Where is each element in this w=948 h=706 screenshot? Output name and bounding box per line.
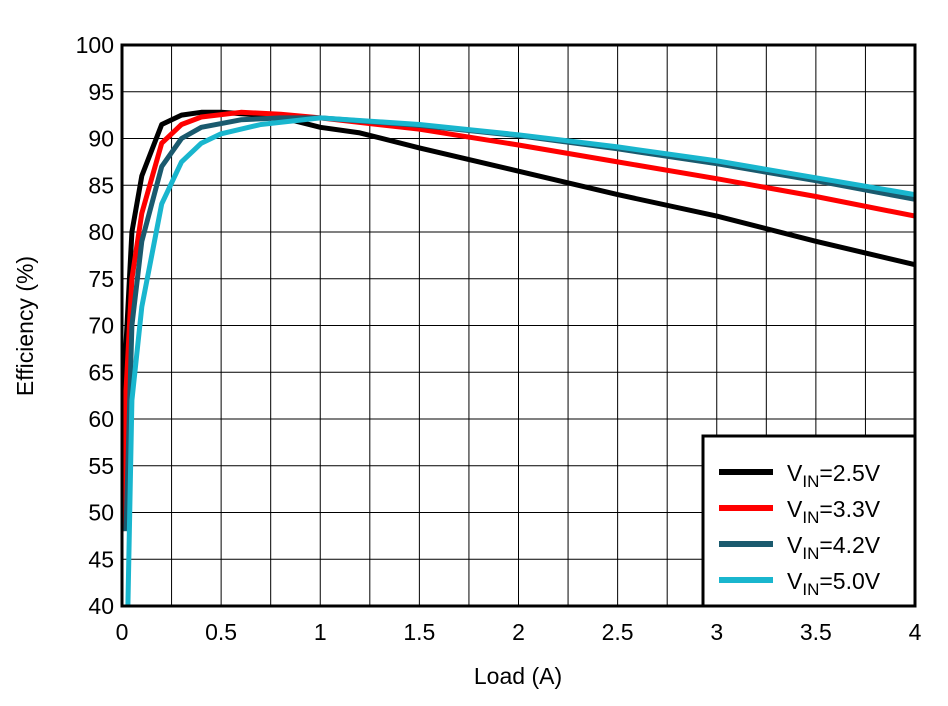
y-tick-label: 40: [88, 593, 114, 619]
x-tick-label: 1: [314, 619, 327, 645]
legend-label-sub: IN: [802, 580, 819, 599]
y-tick-label: 50: [88, 500, 114, 526]
x-tick-label: 3: [710, 619, 723, 645]
legend-label-sub: IN: [802, 544, 819, 563]
legend-label-part: V: [787, 460, 803, 486]
y-tick-label: 80: [88, 219, 114, 245]
series-line: [122, 109, 915, 532]
legend-label: VIN=2.5V: [787, 460, 881, 491]
legend-label-part: =5.0V: [819, 568, 880, 594]
x-tick-label: 3.5: [800, 619, 832, 645]
legend-label-part: =2.5V: [819, 460, 880, 486]
legend-label: VIN=5.0V: [787, 568, 881, 599]
y-tick-label: 90: [88, 126, 114, 152]
y-tick-label: 55: [88, 453, 114, 479]
legend-label-part: V: [787, 568, 803, 594]
x-tick-label: 2: [512, 619, 525, 645]
legend-label: VIN=4.2V: [787, 532, 881, 563]
y-tick-label: 60: [88, 406, 114, 432]
x-tick-label: 4: [909, 619, 922, 645]
y-tick-label: 75: [88, 266, 114, 292]
y-tick-label: 100: [76, 32, 114, 58]
y-axis-label: Efficiency (%): [12, 256, 38, 396]
x-tick-label: 1.5: [403, 619, 435, 645]
y-tick-label: 85: [88, 172, 114, 198]
legend-label-part: =4.2V: [819, 532, 880, 558]
x-axis-label: Load (A): [474, 663, 562, 689]
legend-label-part: V: [787, 496, 803, 522]
legend-label-part: V: [787, 532, 803, 558]
x-tick-label: 2.5: [602, 619, 634, 645]
legend-label-sub: IN: [802, 472, 819, 491]
legend-label-part: =3.3V: [819, 496, 880, 522]
plot-frame: [120, 43, 917, 608]
series-line: [125, 115, 915, 606]
y-tick-label: 70: [88, 313, 114, 339]
x-tick-label: 0.5: [205, 619, 237, 645]
x-tick-label: 0: [116, 619, 129, 645]
y-tick-label: 65: [88, 359, 114, 385]
y-tick-label: 95: [88, 79, 114, 105]
legend-label: VIN=3.3V: [787, 496, 881, 527]
legend-label-sub: IN: [802, 508, 819, 527]
y-tick-label: 45: [88, 546, 114, 572]
